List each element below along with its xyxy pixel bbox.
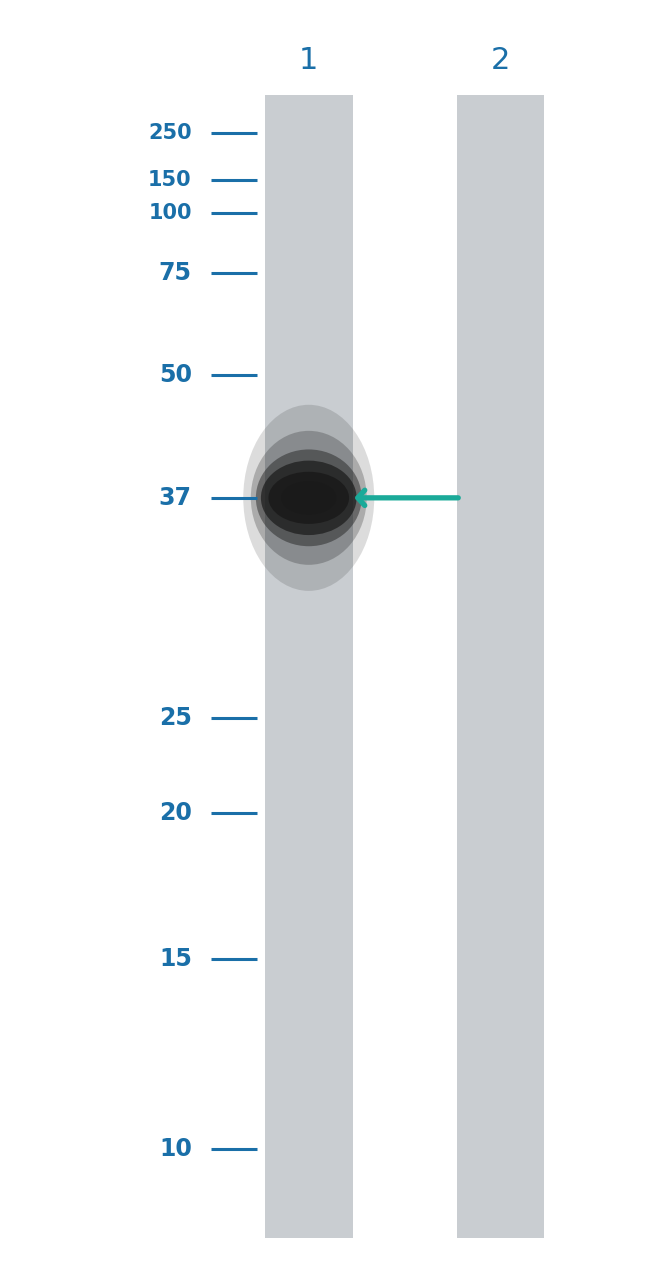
Text: 20: 20: [159, 801, 192, 824]
Ellipse shape: [291, 488, 326, 508]
Text: 1: 1: [299, 47, 318, 75]
Ellipse shape: [261, 461, 357, 535]
Ellipse shape: [268, 471, 349, 525]
Bar: [265, 95, 352, 1238]
Text: 15: 15: [159, 947, 192, 970]
Text: 150: 150: [148, 170, 192, 190]
Text: 250: 250: [148, 123, 192, 144]
Text: 50: 50: [159, 363, 192, 386]
Text: 75: 75: [159, 262, 192, 284]
Ellipse shape: [251, 431, 367, 565]
Ellipse shape: [243, 405, 374, 591]
Bar: [456, 95, 545, 1238]
Text: 2: 2: [491, 47, 510, 75]
Text: 25: 25: [159, 706, 192, 729]
Ellipse shape: [256, 450, 361, 546]
Ellipse shape: [281, 481, 337, 514]
Text: 10: 10: [159, 1138, 192, 1161]
Text: 100: 100: [148, 203, 192, 224]
Text: 37: 37: [159, 486, 192, 509]
